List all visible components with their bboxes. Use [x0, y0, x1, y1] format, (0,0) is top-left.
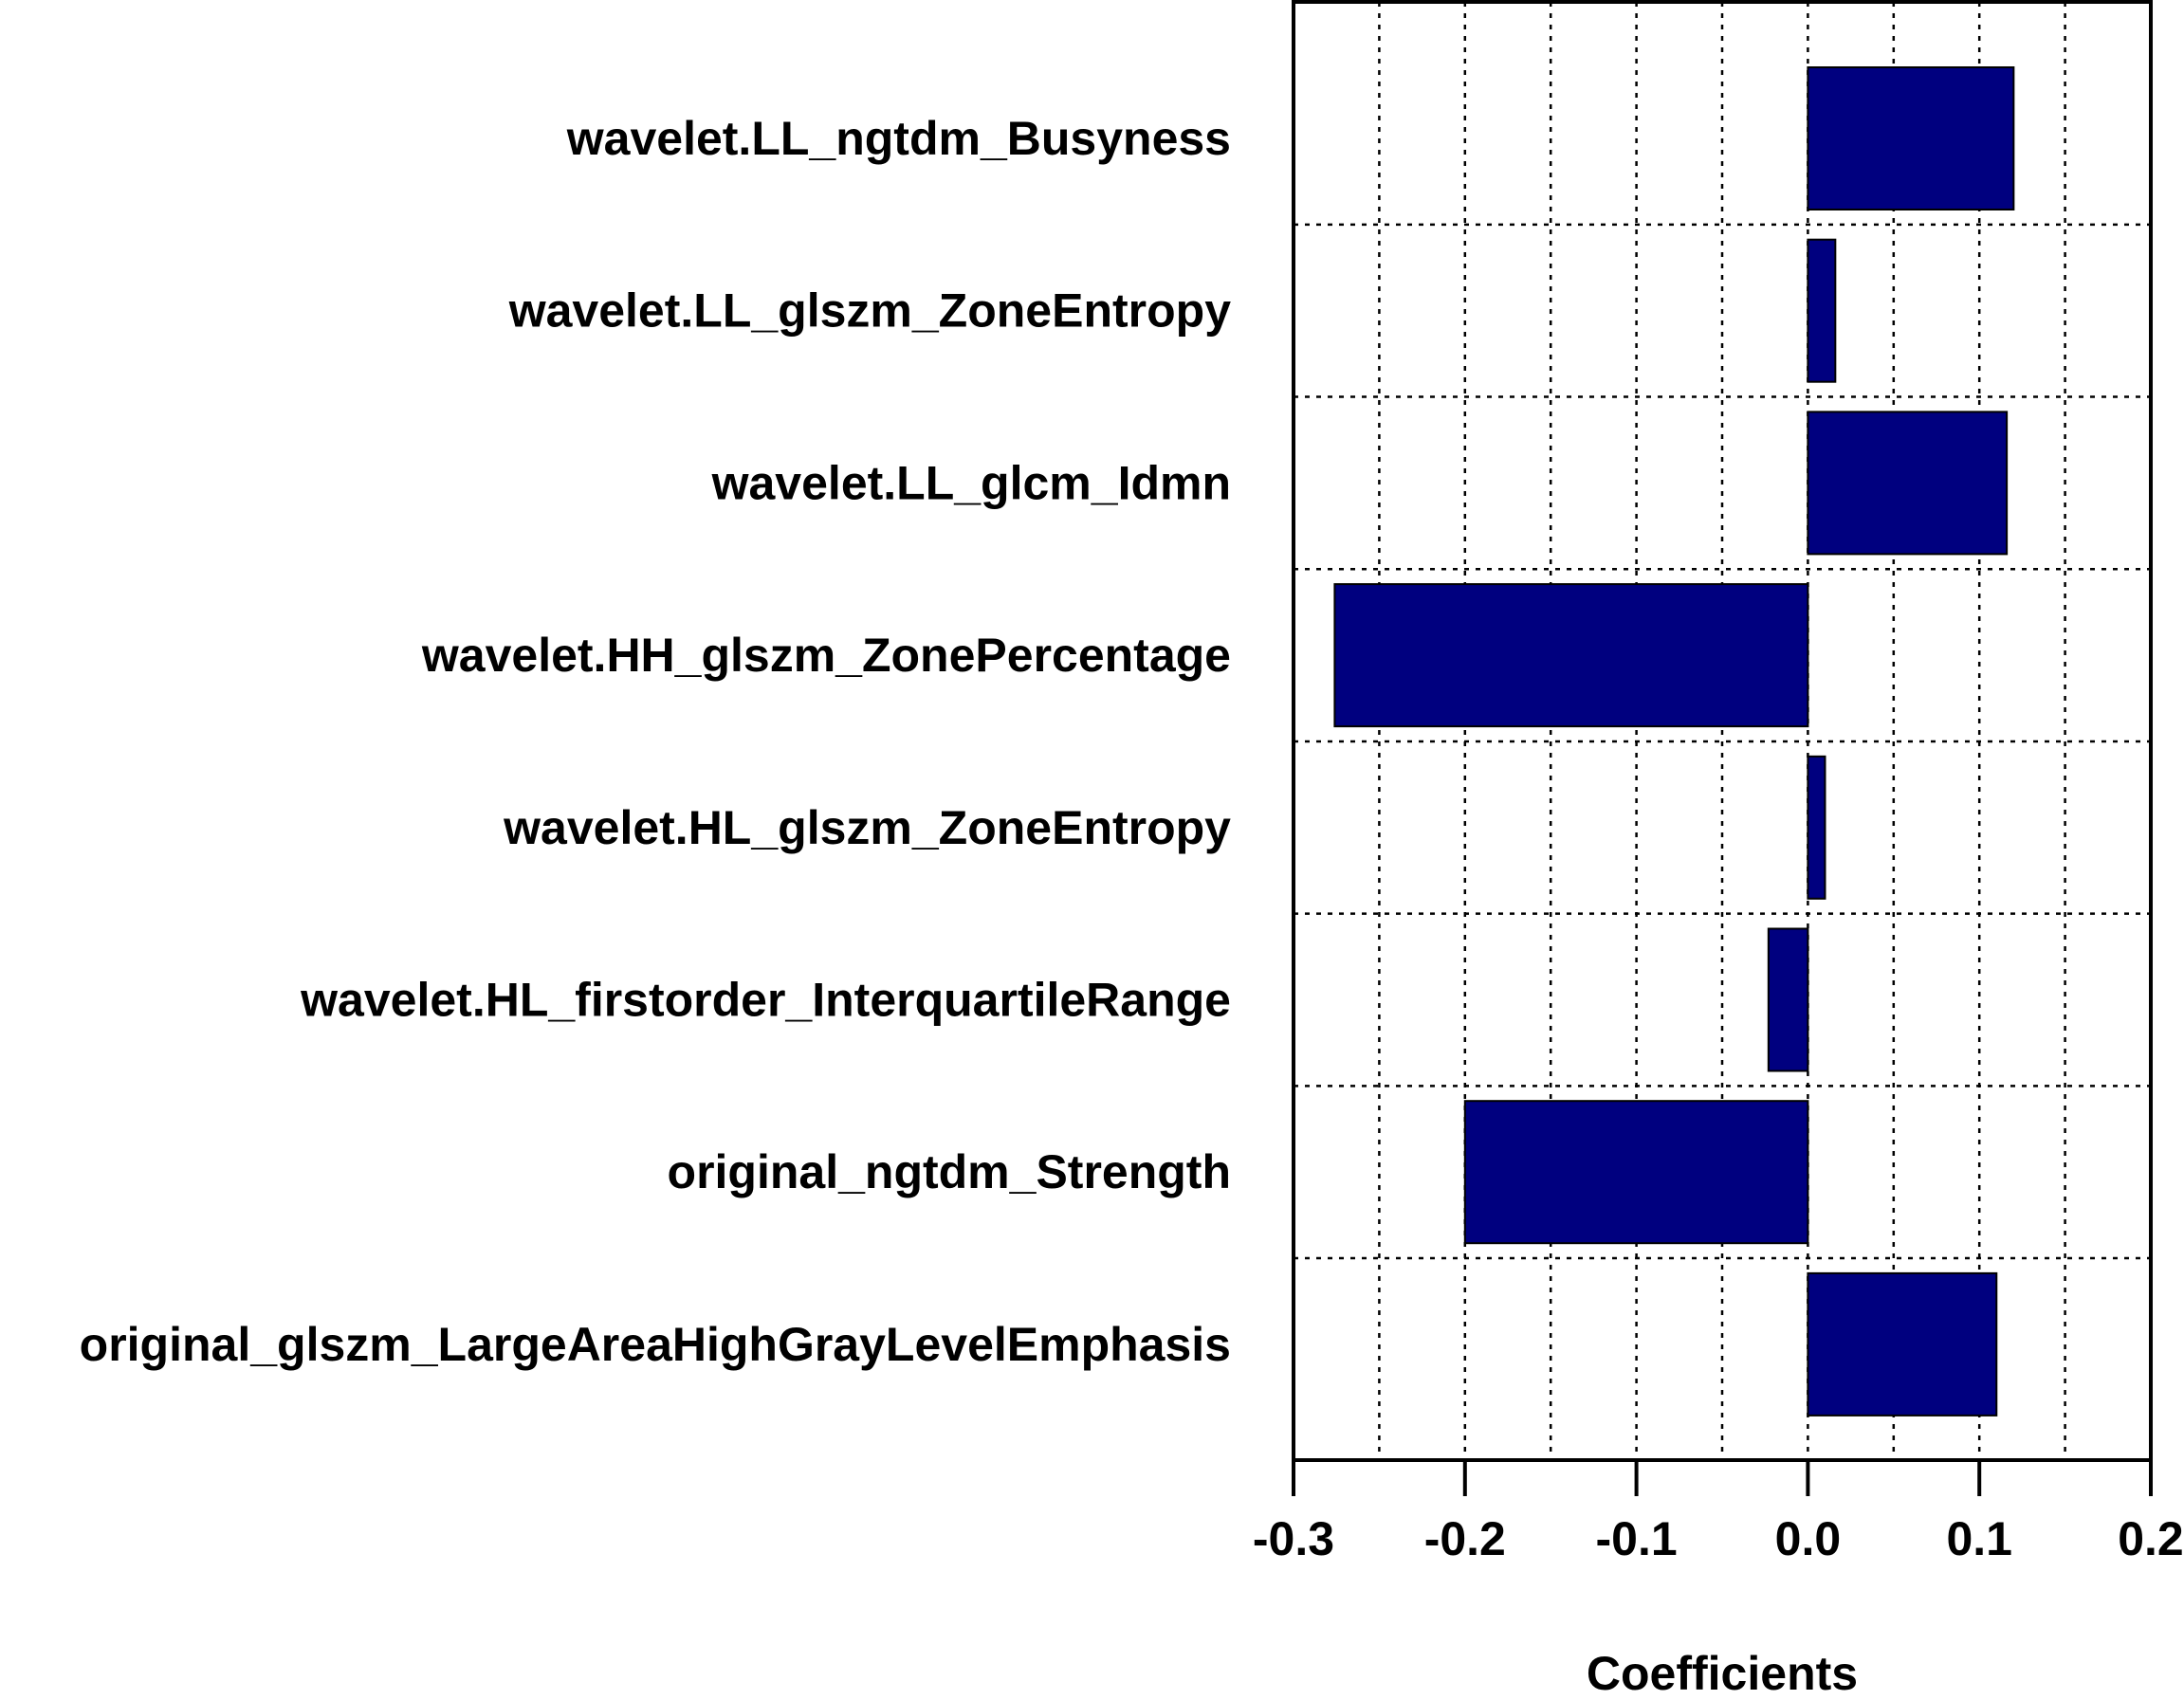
x-tick-label: -0.1 [1596, 1512, 1678, 1565]
bar [1463, 1100, 1809, 1245]
x-tick-label: -0.2 [1424, 1512, 1506, 1565]
x-axis-title: Coefficients [1587, 1647, 1858, 1695]
x-tick-label: -0.3 [1253, 1512, 1334, 1565]
bar [1807, 238, 1837, 383]
bar [1807, 66, 2015, 210]
bars-layer [1333, 66, 2015, 1417]
category-label: wavelet.LL_ngtdm_Busyness [566, 112, 1231, 165]
x-tick-label: 0.0 [1775, 1512, 1842, 1565]
x-axis: -0.3 -0.2 -0.1 0.0 0.1 0.2 [1253, 1458, 2184, 1565]
x-tick-label: 0.2 [2118, 1512, 2184, 1565]
category-label: wavelet.LL_glcm_Idmn [711, 456, 1231, 509]
category-label: original_glszm_LargeAreaHighGrayLevelEmp… [80, 1318, 1231, 1371]
category-labels: wavelet.LL_ngtdm_Busyness wavelet.LL_glsz… [80, 112, 1232, 1371]
x-tick-label: 0.1 [1946, 1512, 2012, 1565]
grid-layer [1294, 2, 2151, 1460]
category-label: wavelet.HL_firstorder_InterquartileRange [300, 974, 1231, 1027]
bar [1767, 927, 1809, 1072]
category-label: wavelet.HH_glszm_ZonePercentage [421, 629, 1231, 682]
bar [1807, 411, 2009, 556]
category-label: wavelet.LL_glszm_ZoneEntropy [508, 284, 1231, 338]
bar [1807, 1271, 1998, 1417]
bar [1333, 583, 1809, 728]
bar [1807, 755, 1826, 900]
category-label: original_ngtdm_Strength [668, 1145, 1231, 1198]
category-label: wavelet.HL_glszm_ZoneEntropy [503, 801, 1231, 854]
